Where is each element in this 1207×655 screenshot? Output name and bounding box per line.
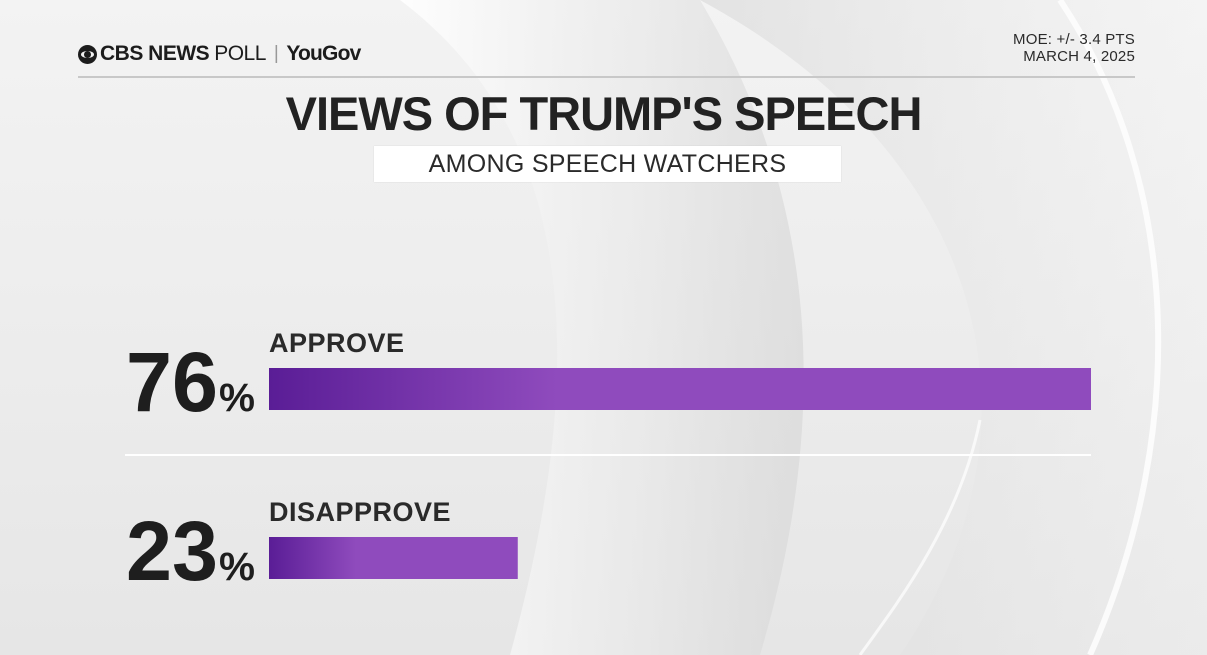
category-label: APPROVE <box>269 328 405 358</box>
value-label: 23 <box>126 504 218 598</box>
bar-row-disapprove: 23 % DISAPPROVE <box>126 497 518 598</box>
bar <box>269 537 518 579</box>
header-divider <box>78 76 1135 78</box>
poll-date: MARCH 4, 2025 <box>1023 48 1135 65</box>
chart-subtitle: AMONG SPEECH WATCHERS <box>428 149 787 178</box>
percent-sign: % <box>219 545 255 589</box>
bar <box>269 368 1091 410</box>
bar-row-approve: 76 % APPROVE <box>126 328 1091 429</box>
brand-divider: | <box>273 43 279 64</box>
cbs-eye-icon <box>78 44 97 64</box>
percent-sign: % <box>219 376 255 420</box>
brand-logo: CBS NEWS POLL | YouGov <box>78 42 361 66</box>
category-label: DISAPPROVE <box>269 497 451 527</box>
margin-of-error: MOE: +/- 3.4 PTS <box>1013 31 1135 48</box>
subtitle-box: AMONG SPEECH WATCHERS <box>374 146 841 182</box>
brand-cbs-news: CBS NEWS <box>100 42 210 65</box>
brand-poll: POLL <box>214 42 266 65</box>
poll-meta: MOE: +/- 3.4 PTS MARCH 4, 2025 <box>1013 31 1135 65</box>
chart-title: VIEWS OF TRUMP'S SPEECH <box>285 87 923 140</box>
brand-yougov: YouGov <box>286 42 361 65</box>
value-label: 76 <box>126 335 218 429</box>
